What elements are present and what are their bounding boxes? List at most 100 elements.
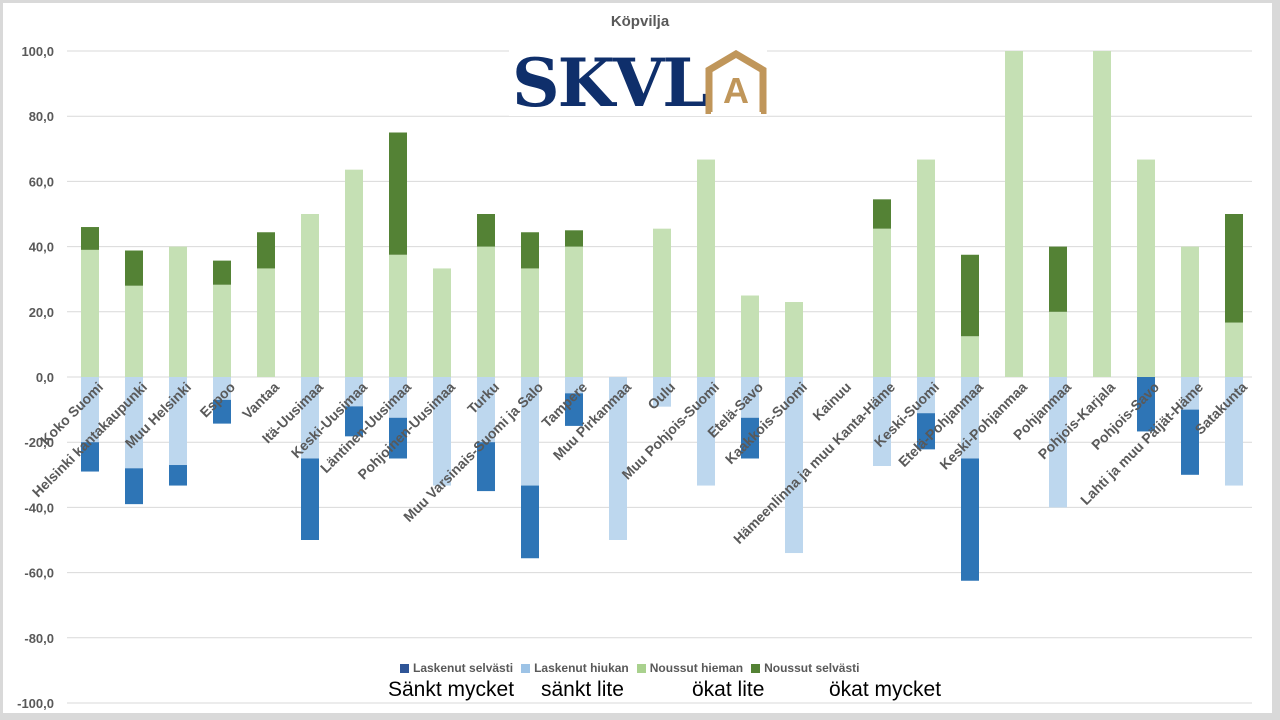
bar-segment bbox=[961, 377, 979, 459]
bar-segment bbox=[521, 485, 539, 559]
bar-segment bbox=[521, 377, 539, 486]
bar-segment bbox=[961, 254, 979, 337]
legend-label: Noussut selvästi bbox=[764, 661, 860, 675]
bar-segment bbox=[301, 458, 319, 540]
bar-segment bbox=[81, 227, 99, 250]
bar-segment bbox=[257, 268, 275, 377]
translation-label: sänkt lite bbox=[541, 678, 624, 701]
bar-segment bbox=[521, 232, 539, 269]
legend-item: Noussut selvästi bbox=[751, 661, 859, 675]
y-tick-label: 20,0 bbox=[29, 305, 54, 320]
bar-segment bbox=[345, 169, 363, 377]
bar-segment bbox=[1049, 377, 1067, 508]
y-tick-label: -100,0 bbox=[17, 696, 54, 711]
y-tick-label: 40,0 bbox=[29, 240, 54, 255]
y-tick-label: 80,0 bbox=[29, 109, 54, 124]
bar-segment bbox=[741, 417, 759, 459]
bar-segment bbox=[125, 377, 143, 469]
bar-segment bbox=[169, 377, 187, 466]
x-category-label: Oulu bbox=[644, 379, 678, 413]
logo-accent-letter: A bbox=[723, 70, 749, 111]
translation-label: Sänkt mycket bbox=[388, 678, 515, 701]
bar-segment bbox=[389, 254, 407, 377]
y-tick-label: -60,0 bbox=[24, 566, 54, 581]
bar-segment bbox=[1093, 51, 1111, 377]
bar-segment bbox=[1005, 51, 1023, 377]
legend-item: Noussut hieman bbox=[636, 661, 744, 675]
bar-segment bbox=[521, 268, 539, 377]
bar-segment bbox=[477, 377, 495, 443]
bar-segment bbox=[433, 377, 451, 486]
bar-segment bbox=[301, 214, 319, 377]
legend-swatch bbox=[751, 663, 761, 673]
bar-segment bbox=[565, 246, 583, 377]
bar-segment bbox=[81, 377, 99, 443]
bar-segment bbox=[1225, 214, 1243, 323]
logo-text: SKVL bbox=[512, 44, 709, 122]
bar-segment bbox=[1137, 377, 1155, 432]
bar-segment bbox=[213, 377, 231, 400]
bar-segment bbox=[873, 228, 891, 377]
bar-segment bbox=[169, 465, 187, 486]
legend: Laskenut selvästi Laskenut hiukan Noussut … bbox=[400, 661, 859, 675]
legend-swatch bbox=[521, 663, 531, 673]
bar-segment bbox=[433, 268, 451, 377]
legend-label: Laskenut hiukan bbox=[534, 661, 629, 675]
bar-segment bbox=[609, 377, 627, 540]
y-tick-label: 100,0 bbox=[21, 44, 54, 59]
bar-segment bbox=[169, 246, 187, 377]
y-tick-label: 60,0 bbox=[29, 174, 54, 189]
bar-segment bbox=[81, 249, 99, 377]
bar-segment bbox=[697, 377, 715, 486]
bar-segment bbox=[565, 393, 583, 426]
legend-swatch bbox=[636, 663, 646, 673]
bar-segment bbox=[1049, 246, 1067, 312]
bar-segment bbox=[1225, 377, 1243, 486]
bar-segment bbox=[345, 377, 363, 407]
x-category-label: Vantaa bbox=[239, 379, 282, 422]
bar-segment bbox=[873, 377, 891, 466]
bar-segment bbox=[125, 250, 143, 286]
bar-segment bbox=[125, 285, 143, 377]
translation-label: ökat lite bbox=[692, 678, 765, 701]
y-tick-label: -40,0 bbox=[24, 500, 54, 515]
legend-item: Laskenut selvästi bbox=[400, 661, 513, 675]
bar-segment bbox=[1181, 409, 1199, 475]
bar-segment bbox=[301, 377, 319, 459]
bar-segment bbox=[741, 377, 759, 418]
bar-segment bbox=[565, 230, 583, 247]
bar-segment bbox=[785, 302, 803, 377]
bar-segment bbox=[1181, 246, 1199, 377]
bar-segment bbox=[125, 468, 143, 505]
bar-segment bbox=[961, 336, 979, 377]
bar-segment bbox=[917, 159, 935, 377]
bar-segment bbox=[389, 417, 407, 459]
y-tick-label: 0,0 bbox=[36, 370, 54, 385]
bar-segment bbox=[257, 232, 275, 269]
bar-segment bbox=[653, 377, 671, 407]
bar-segment bbox=[345, 406, 363, 437]
bar-segment bbox=[213, 260, 231, 285]
translation-label: ökat mycket bbox=[829, 678, 942, 701]
y-tick-label: -20,0 bbox=[24, 435, 54, 450]
bar-segment bbox=[653, 228, 671, 377]
bar-segment bbox=[1137, 159, 1155, 377]
bar-segment bbox=[213, 399, 231, 424]
bar-segment bbox=[389, 377, 407, 418]
bar-segment bbox=[477, 214, 495, 247]
bar-segment bbox=[213, 284, 231, 377]
bar-segment bbox=[961, 458, 979, 581]
legend-label: Laskenut selvästi bbox=[413, 661, 514, 675]
bar-segment bbox=[917, 413, 935, 450]
legend-label: Noussut hieman bbox=[649, 661, 744, 675]
bar-segment bbox=[81, 442, 99, 472]
bar-segment bbox=[697, 159, 715, 377]
bar-segment bbox=[477, 442, 495, 492]
x-category-label: Pohjois-Karjala bbox=[1035, 379, 1119, 463]
bar-segment bbox=[785, 377, 803, 554]
bar-segment bbox=[1181, 377, 1199, 410]
bar-segment bbox=[565, 377, 583, 394]
house-a-logo-icon: A bbox=[705, 50, 767, 114]
chart-title: Köpvilja bbox=[610, 13, 670, 30]
